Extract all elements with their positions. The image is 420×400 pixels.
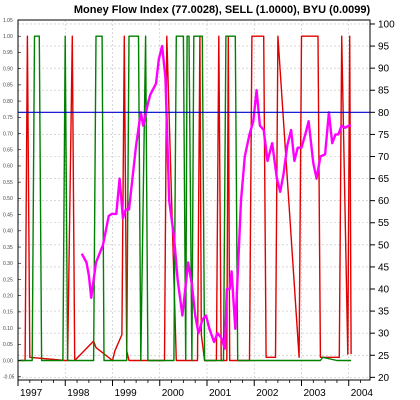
x-tick-label: 2000 [162, 388, 185, 399]
x-tick-label: 2002 [256, 388, 279, 399]
right-tick-label: 50 [378, 240, 390, 251]
left-tick-label: 0.70 [3, 131, 13, 137]
right-tick-label: 35 [378, 307, 390, 318]
sell-signal-line [20, 35, 352, 362]
right-tick-label: 25 [378, 351, 390, 362]
right-tick-label: 40 [378, 285, 390, 296]
left-tick-label: 0.65 [3, 148, 13, 154]
right-tick-label: 75 [378, 130, 390, 141]
x-tick-label: 1999 [114, 388, 137, 399]
x-tick-label: 2001 [209, 388, 232, 399]
x-tick-label: 2004 [351, 388, 374, 399]
left-tick-label: 0.20 [3, 293, 13, 299]
left-tick-label: 0.75 [3, 115, 13, 121]
right-axis: 100 95 90 85 80 75 70 65 60 55 50 45 40 35 30 25 20 [370, 19, 395, 384]
left-tick-label: 0.25 [3, 277, 13, 283]
x-axis: 1997 1998 1999 2000 2001 2002 2003 2004 [17, 380, 374, 399]
left-tick-label: 1.00 [3, 34, 13, 40]
series-lines [18, 35, 352, 362]
left-tick-label: 0.85 [3, 83, 13, 89]
plot-frame [17, 19, 371, 381]
right-tick-label: 70 [378, 152, 390, 163]
left-tick-label: 0.60 [3, 164, 13, 170]
left-tick-label: 0.30 [3, 261, 13, 267]
buy-signal-line [18, 35, 352, 362]
right-tick-label: 30 [378, 329, 390, 340]
right-tick-label: 55 [378, 218, 390, 229]
left-tick-label: 0.40 [3, 229, 13, 235]
right-tick-label: 60 [378, 196, 390, 207]
left-tick-label: 0.90 [3, 66, 13, 72]
left-axis: 1.05 1.00 0.95 0.90 0.85 0.80 0.75 0.70 0.65 0.60… [3, 18, 21, 381]
left-tick-label: 0.95 [3, 50, 13, 56]
right-tick-label: 90 [378, 64, 390, 75]
left-tick-label: 0.10 [3, 326, 13, 332]
right-tick-label: 65 [378, 174, 390, 185]
right-tick-label: 85 [378, 86, 390, 97]
x-tick-label: 1997 [20, 388, 43, 399]
right-tick-label: 45 [378, 262, 390, 273]
left-tick-label: 0.80 [3, 99, 13, 105]
left-tick-label: 0.05 [3, 342, 13, 348]
left-tick-label: 0.50 [3, 196, 13, 202]
right-tick-label: 95 [378, 42, 390, 53]
left-tick-label: 0.15 [3, 310, 13, 316]
money-flow-index-line [80, 44, 352, 350]
right-tick-label: 100 [378, 19, 395, 30]
right-tick-label: 80 [378, 108, 390, 119]
right-tick-label: 20 [378, 373, 390, 384]
chart-title: Money Flow Index (77.0028), SELL (1.0000… [74, 4, 371, 16]
left-tick-label: 0.55 [3, 180, 13, 186]
left-tick-label: -0.05 [3, 375, 15, 381]
left-tick-label: 0.45 [3, 212, 13, 218]
left-tick-label: 1.05 [3, 18, 13, 24]
x-tick-label: 2003 [303, 388, 326, 399]
left-tick-label: 0.00 [3, 358, 13, 364]
x-tick-label: 1998 [67, 388, 90, 399]
left-tick-label: 0.35 [3, 245, 13, 251]
